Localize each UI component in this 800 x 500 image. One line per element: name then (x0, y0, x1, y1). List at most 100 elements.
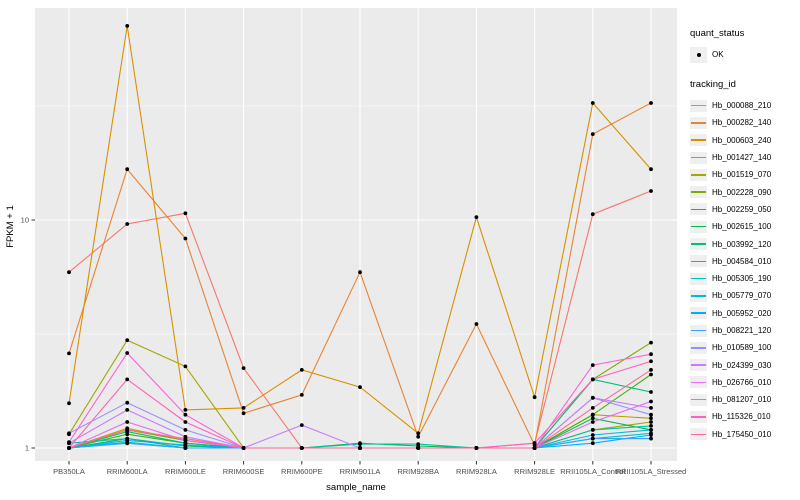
x-tick-label-RRIM901LA: RRIM901LA (340, 467, 381, 476)
data-point (649, 359, 653, 364)
legend-key-line-icon (690, 376, 707, 389)
legend-key-line-icon (690, 410, 707, 423)
legend-key-line-icon (690, 134, 707, 147)
data-point (649, 424, 653, 428)
legend-label: Hb_002259_050 (712, 204, 772, 214)
legend-label: Hb_002615_100 (712, 222, 772, 232)
data-point (125, 420, 130, 424)
data-point (358, 446, 362, 450)
x-tick-label-RRIM600LE: RRIM600LE (165, 467, 206, 476)
legend-key-line-icon (690, 168, 707, 181)
data-point (649, 433, 653, 437)
legend-label-ok: OK (712, 50, 724, 59)
data-point (125, 338, 130, 343)
legend-entry-Hb_005305_190: Hb_005305_190 (690, 270, 800, 287)
legend-entry-Hb_008221_120: Hb_008221_120 (690, 322, 800, 339)
data-point (590, 377, 595, 382)
legend-label: Hb_115326_010 (712, 412, 771, 422)
data-point (416, 434, 421, 439)
legend-entry-Hb_002259_050: Hb_002259_050 (690, 201, 800, 218)
legend-label: Hb_001427_140 (712, 153, 772, 163)
data-point (183, 412, 188, 417)
data-point (125, 400, 130, 405)
data-point (590, 363, 595, 367)
x-tick-label-RRIM600PE: RRIM600PE (281, 467, 323, 476)
data-point (241, 411, 246, 416)
data-point (532, 446, 537, 450)
data-point (474, 322, 479, 326)
data-point (358, 385, 362, 389)
data-point (125, 432, 130, 437)
legend-label: Hb_001519_070 (712, 170, 772, 180)
legend-label: Hb_004584_010 (712, 256, 772, 266)
x-tick-label-RRIM600LA: RRIM600LA (107, 467, 148, 476)
data-point (590, 436, 595, 441)
legend-label: Hb_005305_190 (712, 274, 772, 284)
legend-label: Hb_024399_030 (712, 360, 772, 370)
data-point (183, 364, 188, 369)
data-point (590, 132, 595, 137)
data-point (299, 423, 304, 427)
data-point (649, 436, 653, 441)
legend-entry-Hb_081207_010: Hb_081207_010 (690, 391, 800, 408)
data-point (590, 412, 595, 417)
x-axis-title: sample_name (326, 482, 386, 493)
data-point (183, 443, 188, 447)
data-point (183, 408, 188, 412)
data-point (183, 428, 188, 432)
legend-key-line-icon (690, 393, 707, 406)
data-point (416, 446, 421, 450)
legend-key-line-icon (690, 186, 707, 199)
legend-entry-Hb_010589_100: Hb_010589_100 (690, 339, 800, 356)
data-point (125, 428, 130, 432)
x-tick-label-RRIM600SE: RRIM600SE (223, 467, 265, 476)
data-point (299, 446, 304, 450)
data-point (532, 395, 537, 400)
legend: quant_status OK tracking_id Hb_000088_21… (690, 28, 800, 443)
data-point (67, 431, 71, 436)
legend-entry-Hb_000282_140: Hb_000282_140 (690, 114, 800, 131)
legend-entry-Hb_004584_010: Hb_004584_010 (690, 253, 800, 270)
data-point (125, 222, 130, 226)
data-point (649, 372, 653, 377)
legend-entry-Hb_001427_140: Hb_001427_140 (690, 149, 800, 166)
series-points-Hb_000603_240 (67, 24, 653, 436)
x-tick-label-RRII105LA_Stressed: RRII105LA_Stressed (616, 467, 686, 476)
data-point (183, 236, 188, 241)
data-point (125, 24, 130, 28)
legend-entry-Hb_000088_210: Hb_000088_210 (690, 97, 800, 114)
data-point (649, 428, 653, 432)
data-point (649, 412, 653, 417)
y-tick-label-1: 1 (25, 444, 29, 453)
legend-label: Hb_175450_010 (712, 429, 772, 439)
legend-entry-Hb_026766_010: Hb_026766_010 (690, 374, 800, 391)
data-point (67, 446, 71, 450)
data-point (649, 420, 653, 424)
data-point (474, 446, 479, 450)
data-point (590, 441, 595, 446)
data-point (649, 352, 653, 357)
legend-entry-Hb_002615_100: Hb_002615_100 (690, 218, 800, 235)
data-point (241, 446, 246, 450)
legend-entry-Hb_002228_090: Hb_002228_090 (690, 183, 800, 200)
legend-entry-Hb_005779_070: Hb_005779_070 (690, 287, 800, 304)
data-point (474, 215, 479, 220)
legend-key-line-icon (690, 428, 707, 441)
data-point (590, 416, 595, 421)
data-point (590, 101, 595, 105)
legend-label: Hb_026766_010 (712, 377, 772, 387)
legend-key-line-icon (690, 307, 707, 320)
legend-key-line-icon (690, 238, 707, 251)
legend-label: Hb_010589_100 (712, 343, 772, 353)
legend-label: Hb_005779_070 (712, 291, 772, 301)
legend-label: Hb_008221_120 (712, 326, 772, 335)
data-point (649, 167, 653, 172)
legend-label: Hb_000603_240 (712, 135, 772, 145)
data-point (649, 101, 653, 105)
data-point (649, 368, 653, 372)
x-tick-label-RRIM928BA: RRIM928BA (397, 467, 439, 476)
legend-key-line-icon (690, 116, 707, 129)
x-tick-label-PB350LA: PB350LA (53, 467, 85, 476)
